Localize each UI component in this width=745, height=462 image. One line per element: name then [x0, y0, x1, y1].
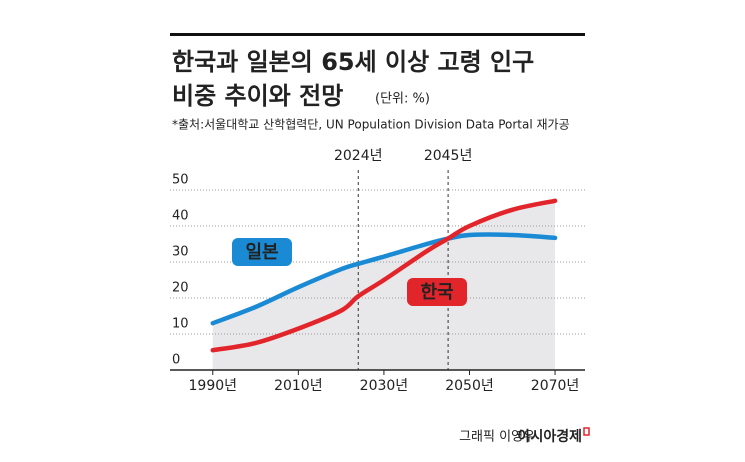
series-label: 한국 [420, 282, 453, 303]
credit: 그래픽 이영우 [459, 430, 535, 445]
unit-label: (단위: %) [375, 92, 430, 107]
x-tick-label: 1990년 [189, 378, 238, 394]
y-tick-label: 50 [172, 173, 189, 188]
y-tick-label: 30 [172, 245, 189, 260]
reference-label: 2024년 [334, 148, 383, 164]
series-tag [232, 238, 292, 266]
x-tick-label: 2050년 [445, 378, 494, 394]
y-tick-label: 10 [172, 317, 189, 332]
series-label: 일본 [245, 242, 278, 263]
y-tick-label: 40 [172, 209, 189, 224]
series-tag [407, 278, 467, 306]
header-rule [170, 33, 585, 36]
logo-mark [583, 427, 590, 436]
chart-title: 한국과 일본의 65세 이상 고령 인구 [172, 48, 534, 76]
y-tick-label: 0 [172, 353, 180, 368]
x-tick-label: 2010년 [274, 378, 323, 394]
chart-title: 비중 추이와 전망 [172, 82, 343, 110]
y-tick-label: 20 [172, 281, 189, 296]
x-tick-label: 2030년 [360, 378, 409, 394]
line [210, 232, 558, 326]
area-fill [212, 200, 556, 370]
reference-label: 2045년 [424, 148, 473, 164]
x-tick-label: 2070년 [531, 378, 580, 394]
publisher: 아시아경제 [518, 428, 582, 445]
source-note: *출처:서울대학교 산학협력단, UN Population Division … [172, 118, 570, 132]
line [210, 198, 558, 353]
